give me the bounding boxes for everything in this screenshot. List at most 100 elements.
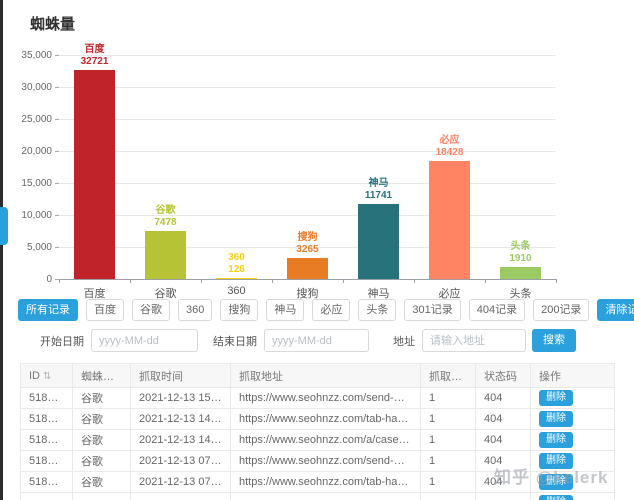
filter-button[interactable]: 必应 [312,299,351,321]
filter-button[interactable]: 头条 [358,299,397,321]
cell-spider: 谷歌 [72,408,131,430]
sidebar-toggle-tab[interactable] [0,207,8,245]
table-header-row: ID ⇅ 蜘蛛名称 抓取时间 抓取地址 抓取次数 状态码 操作 [20,363,615,388]
column-header[interactable]: 操作 [530,363,615,388]
filter-button[interactable]: 301记录 [404,299,461,321]
cell-url: https://www.seohnzz.com/tab-handicap-xer… [230,408,421,430]
cell-status: 404 [475,429,531,451]
bar-必应 [429,161,470,279]
cell-spider: 谷歌 [72,429,131,451]
cell-count: 1 [420,471,476,493]
y-axis-tick-label: 25,000 [21,114,52,125]
column-header[interactable]: 抓取地址 [230,363,421,388]
end-date-input[interactable] [264,329,369,352]
y-axis-tick-label: 0 [46,274,52,285]
column-header[interactable]: 抓取次数 [420,363,476,388]
bar-搜狗 [287,258,328,279]
column-header[interactable]: 抓取时间 [130,363,231,388]
collapsed-sidebar [0,0,3,500]
start-date-input[interactable] [91,329,198,352]
bar-谷歌 [145,231,186,279]
search-form: 开始日期 结束日期 地址 搜索 [40,329,576,352]
filter-button[interactable]: 所有记录 [18,299,78,321]
filter-button[interactable]: 404记录 [468,299,526,321]
x-axis-category-label: 搜狗 [296,288,319,300]
search-button[interactable]: 搜索 [532,329,576,352]
delete-button[interactable]: 删除 [539,474,573,490]
cell-count: 1 [420,429,476,451]
bar-value-label: 搜狗 3265 [296,232,319,256]
x-axis-category-label: 头条 [509,288,532,300]
filter-button[interactable]: 谷歌 [132,299,170,321]
delete-button[interactable]: 删除 [539,411,573,427]
cell-time: 2021-12-13 15:30:23 [130,387,231,409]
address-label: 地址 [393,335,415,348]
bar-value-label: 头条 1910 [509,240,532,264]
y-axis-tick-label: 5,000 [26,242,52,253]
cell-count: 1 [420,387,476,409]
delete-button[interactable]: 删除 [539,453,573,469]
cell-count: 1 [420,408,476,430]
cell-time: 2021-12-13 07:19:19 [130,450,231,472]
bar-value-label: 360 126 [228,252,245,275]
start-date-label: 开始日期 [40,335,84,348]
column-header[interactable]: ID ⇅ [20,363,73,388]
cell-spider: 谷歌 [72,471,131,493]
gridline [59,215,556,216]
y-axis-tick-label: 15,000 [21,178,52,189]
cell-id: 518971 [20,429,73,451]
cell-url: https://www.seohnzz.com/a/case/qiyewangz… [230,429,421,451]
cell-spider: 谷歌 [72,387,131,409]
x-axis-tick-mark [201,279,202,283]
filter-button[interactable]: 200记录 [533,299,590,321]
column-header[interactable]: 蜘蛛名称 [72,363,131,388]
cell-spider: 谷歌 [72,450,131,472]
y-axis-tick-label: 35,000 [21,50,52,61]
cell-id: 518977 [20,408,73,430]
table-row: 删除 [20,492,615,500]
cell-action: 删除 [530,408,615,430]
watermark: 知乎 @kelerk [494,468,609,487]
page-title: 蜘蛛量 [30,16,76,33]
sort-icon[interactable]: ⇅ [43,370,52,382]
delete-button[interactable]: 删除 [539,390,573,406]
delete-button[interactable]: 删除 [539,495,573,500]
cell-id: 518837 [20,471,73,493]
cell-time: 2021-12-13 14:45:24 [130,408,231,430]
bar-value-label: 必应 18428 [435,135,464,159]
cell-id: 518990 [20,387,73,409]
cell-action: 删除 [530,471,615,493]
cell-status: 404 [475,387,531,409]
filter-button[interactable]: 百度 [86,299,124,321]
bar-360 [216,278,257,279]
gridline [59,119,556,120]
cell-url [230,492,421,500]
cell-url: https://www.seohnzz.com/send-winner-onni… [230,450,421,472]
filter-button[interactable]: 360 [178,299,213,321]
spider-volume-bar-chart: 0 5,000 10,000 15,000 20,000 25,000 30,000 35,0… [21,44,557,300]
y-axis-tick-mark [55,247,59,248]
x-axis-tick-mark [414,279,415,283]
filter-button[interactable]: 搜狗 [220,299,259,321]
filter-button[interactable]: 清除记录 [597,299,634,321]
bar-value-label: 谷歌 7478 [154,205,177,229]
y-axis-tick-label: 20,000 [21,146,52,157]
bar-头条 [500,266,541,279]
filter-button-row: 所有记录百度谷歌360搜狗神马必应头条301记录404记录200记录清除记录保留… [18,299,634,321]
delete-button[interactable]: 删除 [539,432,573,448]
bar-百度 [74,69,115,279]
cell-status [475,492,531,500]
column-header[interactable]: 状态码 [475,363,531,388]
gridline [59,55,556,56]
address-input[interactable] [422,329,526,352]
x-axis-category-label: 谷歌 [154,288,177,300]
cell-time [130,492,231,500]
cell-action: 删除 [530,387,615,409]
filter-button[interactable]: 神马 [266,299,305,321]
x-axis-tick-mark [59,279,60,283]
y-axis-tick-mark [55,87,59,88]
cell-id: 518845 [20,450,73,472]
